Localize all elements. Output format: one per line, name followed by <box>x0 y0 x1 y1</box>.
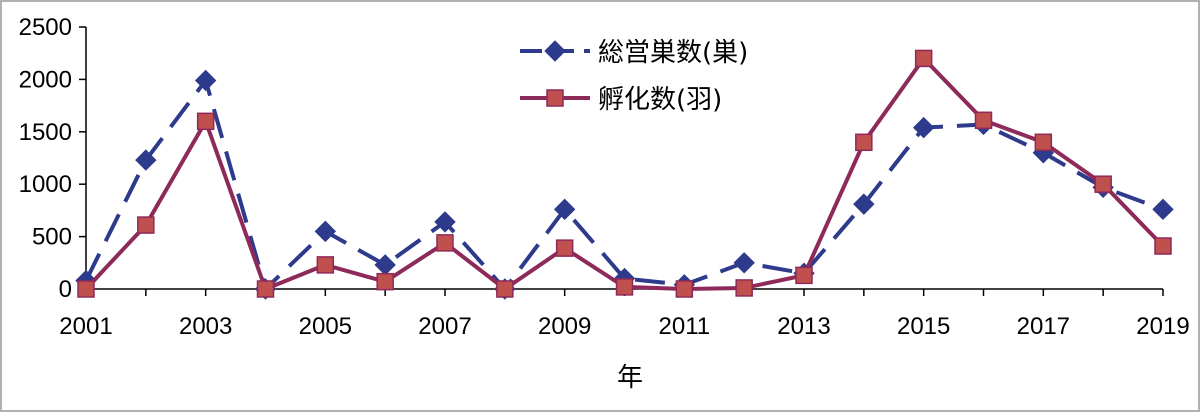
data-point <box>553 198 576 221</box>
data-point <box>137 216 155 234</box>
data-point <box>555 239 574 257</box>
data-point <box>1034 133 1053 152</box>
x-tick-label: 2017 <box>1017 313 1070 340</box>
data-point <box>974 111 993 130</box>
x-tick-label: 2013 <box>777 313 830 340</box>
x-axis-label: 年 <box>617 363 643 393</box>
x-tick-label: 2015 <box>897 313 950 340</box>
y-tick-label: 500 <box>32 224 72 251</box>
legend: 総営巣数(巣) 孵化数(羽) <box>520 38 748 115</box>
data-point <box>735 279 753 297</box>
data-point <box>314 220 337 243</box>
data-point <box>316 256 335 274</box>
x-tick-label: 2003 <box>179 313 232 340</box>
data-point <box>1094 175 1112 193</box>
y-tick-label: 2500 <box>19 14 72 41</box>
data-point <box>912 116 935 139</box>
x-tick-label: 2009 <box>538 313 591 340</box>
x-tick-label: 2011 <box>659 313 711 340</box>
data-point <box>196 112 215 131</box>
y-tick-label: 2000 <box>19 66 72 93</box>
data-point <box>855 133 873 152</box>
y-tick-label: 1000 <box>19 171 72 198</box>
data-point <box>1152 198 1174 221</box>
legend-label: 総営巣数(巣) <box>598 38 748 68</box>
y-tick-label: 0 <box>59 276 72 303</box>
legend-label: 孵化数(羽) <box>598 85 722 115</box>
series-layer <box>75 49 1174 300</box>
data-point <box>256 280 275 298</box>
data-point <box>376 272 394 291</box>
data-point <box>436 234 454 252</box>
x-tick-label: 2001 <box>59 313 112 340</box>
legend-marker <box>544 40 566 62</box>
data-point <box>853 193 875 215</box>
data-point <box>496 280 514 298</box>
data-point <box>615 278 634 296</box>
series-2 <box>77 49 1172 298</box>
x-tick-label: 2005 <box>299 313 352 340</box>
data-point <box>675 280 694 298</box>
data-point <box>795 266 813 285</box>
data-point <box>434 211 456 233</box>
data-point <box>77 280 95 298</box>
x-tick-label: 2007 <box>418 313 471 340</box>
data-point <box>733 252 755 274</box>
legend-marker <box>546 89 564 107</box>
y-tick-label: 1500 <box>19 119 72 146</box>
data-point <box>1154 237 1172 255</box>
data-point <box>135 149 157 171</box>
x-tick-label: 2019 <box>1136 313 1189 340</box>
data-point <box>194 69 217 92</box>
data-point <box>914 49 933 68</box>
